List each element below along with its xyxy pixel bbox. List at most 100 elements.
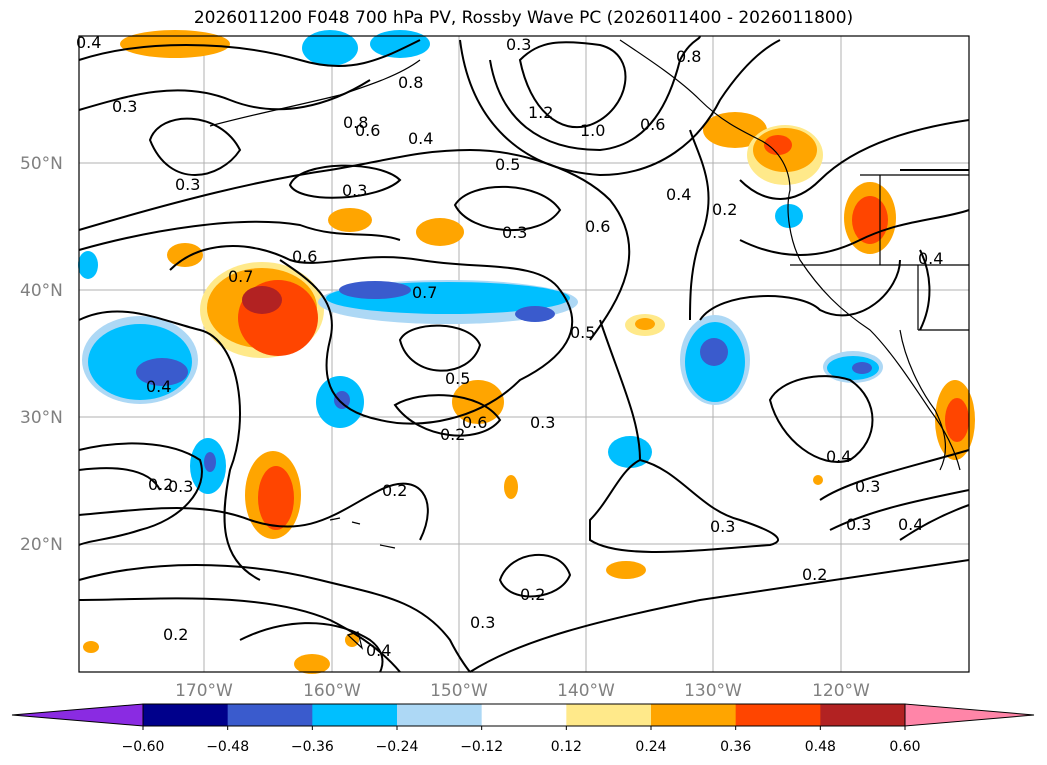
colorbar-segment (566, 704, 652, 726)
positive-anomaly-patch (504, 475, 518, 499)
positive-anomaly-patch (167, 243, 203, 267)
positive-anomaly-patch (242, 286, 282, 314)
colorbar-tick-label: 0.36 (720, 739, 751, 755)
positive-anomaly-patch (945, 398, 969, 442)
contour-label: 0.3 (168, 477, 193, 496)
negative-anomaly-patch (775, 204, 803, 228)
contour-label: 0.6 (640, 115, 665, 134)
positive-anomaly-patch (258, 466, 294, 530)
colorbar-segment (397, 704, 483, 726)
contour-label: 0.2 (712, 200, 737, 219)
colorbar-tick-label: 0.48 (805, 739, 836, 755)
positive-anomaly-patch (703, 112, 767, 148)
positive-anomaly-patch (813, 475, 823, 485)
colorbar-tick-label: −0.36 (291, 739, 334, 755)
map-frame (78, 35, 970, 673)
contour-label: 1.0 (580, 121, 605, 140)
negative-anomaly-patch (515, 306, 555, 322)
colorbar-tick-label: −0.24 (376, 739, 419, 755)
contour-label: 0.4 (408, 129, 433, 148)
colorbar: −0.60 −0.48 −0.36 −0.24 −0.12 0.12 0.24 0.36 0.4… (11, 703, 1035, 755)
contour-label: 0.2 (440, 425, 465, 444)
contour-label: 0.3 (855, 477, 880, 496)
contour-label: 0.7 (228, 267, 253, 286)
positive-anomaly-patch (416, 218, 464, 246)
contour-label: 1.2 (528, 103, 553, 122)
contour-label: 0.3 (112, 97, 137, 116)
contour-label: 0.2 (382, 481, 407, 500)
longitude-labels: 170°W 160°W 150°W 140°W 130°W 120°W (175, 681, 870, 701)
contour-label: 0.6 (585, 217, 610, 236)
positive-anomaly-patch (328, 208, 372, 232)
contour-label: 0.3 (342, 181, 367, 200)
positive-anomaly-patch (83, 641, 99, 653)
contour-label: 0.4 (826, 447, 851, 466)
negative-anomaly-patch (339, 281, 411, 299)
negative-anomaly-patch (78, 251, 98, 279)
positive-anomaly-patch (294, 654, 330, 674)
colorbar-segment (651, 704, 737, 726)
contour-label: 0.7 (412, 283, 437, 302)
contour-label: 0.3 (846, 515, 871, 534)
contour-label: 0.5 (495, 155, 520, 174)
lon-label: 160°W (303, 681, 361, 701)
contour-label: 0.3 (530, 413, 555, 432)
lon-label: 120°W (812, 681, 870, 701)
lon-label: 140°W (557, 681, 615, 701)
colorbar-segment (312, 704, 398, 726)
lon-label: 150°W (430, 681, 488, 701)
colorbar-tick-label: −0.12 (460, 739, 503, 755)
contour-label: 0.4 (666, 185, 691, 204)
contour-label: 0.4 (898, 515, 923, 534)
colorbar-segment (227, 704, 313, 726)
colorbar-tick-label: 0.60 (889, 739, 920, 755)
colorbar-segment (735, 704, 821, 726)
lon-label: 130°W (684, 681, 742, 701)
negative-anomaly-patch (370, 30, 430, 58)
filled-anomalies (78, 30, 975, 674)
lat-label: 50°N (20, 154, 63, 174)
contour-label: 0.3 (506, 35, 531, 54)
negative-anomaly-patch (852, 362, 872, 374)
map-title: 2026011200 F048 700 hPa PV, Rossby Wave … (193, 8, 854, 28)
contour-label: 0.2 (520, 585, 545, 604)
colorbar-segment (820, 704, 906, 726)
colorbar-extend-low (11, 703, 144, 727)
contour-label: 0.2 (148, 475, 173, 494)
contour-label: 0.8 (676, 47, 701, 66)
contour-label: 0.4 (76, 33, 101, 52)
contour-label: 0.4 (146, 377, 171, 396)
contour-label: 0.4 (918, 249, 943, 268)
positive-anomaly-patch (852, 196, 888, 244)
colorbar-segment (481, 704, 567, 726)
lon-label: 170°W (175, 681, 233, 701)
colorbar-segment (143, 704, 229, 726)
colorbar-tick-label: −0.48 (206, 739, 249, 755)
contour-label: 0.6 (462, 413, 487, 432)
latitude-labels: 50°N 40°N 30°N 20°N (20, 154, 63, 555)
contour-label: 0.6 (355, 121, 380, 140)
contour-label: 0.6 (292, 247, 317, 266)
contour-label: 0.5 (570, 323, 595, 342)
negative-anomaly-patch (608, 436, 652, 468)
contour-label: 0.8 (398, 73, 423, 92)
negative-anomaly-patch (334, 391, 350, 409)
colorbar-tick-label: 0.12 (551, 739, 582, 755)
contour-label: 0.3 (502, 223, 527, 242)
coastlines (209, 39, 969, 650)
contour-label: 0.3 (175, 175, 200, 194)
negative-anomaly-patch (700, 338, 728, 366)
positive-anomaly-patch (635, 318, 655, 330)
contour-label: 0.5 (445, 369, 470, 388)
lat-label: 40°N (20, 281, 63, 301)
pv-contours (78, 35, 970, 673)
contour-label: 0.2 (163, 625, 188, 644)
contour-labels: 0.4 0.3 0.3 0.3 0.8 0.6 0.4 0.5 0.3 0.6 … (76, 33, 943, 660)
positive-anomaly-patch (606, 561, 646, 579)
contour-label: 0.3 (470, 613, 495, 632)
contour-label: 0.8 (343, 113, 368, 132)
contour-label: 0.4 (366, 641, 391, 660)
negative-anomaly-patch (302, 30, 358, 66)
colorbar-tick-label: −0.60 (122, 739, 165, 755)
